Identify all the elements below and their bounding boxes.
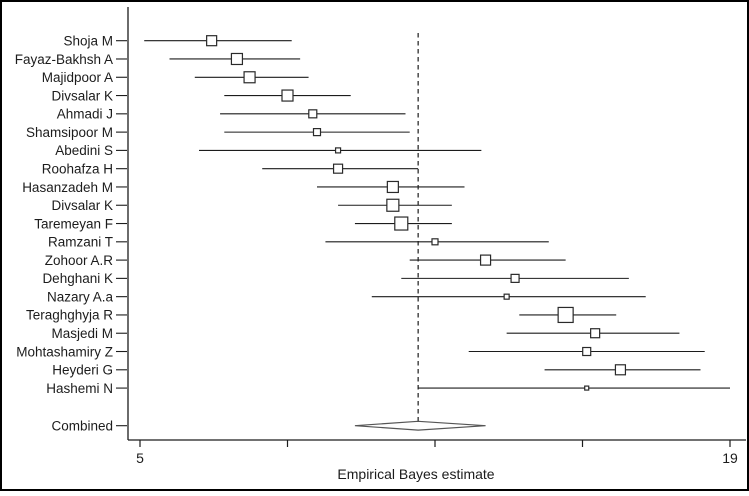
estimate-box	[334, 147, 342, 154]
estimate-box	[308, 109, 318, 119]
study-label: Fayaz-Bakhsh A	[15, 52, 113, 67]
estimate-box	[582, 346, 592, 357]
study-label: Heyderi G	[52, 363, 113, 378]
estimate-box	[386, 198, 400, 212]
combined-diamond	[354, 420, 486, 431]
x-axis-tick-label: 5	[136, 450, 144, 466]
estimate-box	[230, 52, 244, 66]
estimate-box	[431, 238, 439, 246]
study-label: Taremeyan F	[34, 216, 113, 231]
estimate-box	[312, 128, 322, 137]
estimate-box	[332, 163, 344, 174]
estimate-box	[503, 293, 510, 300]
study-label: Hasanzadeh M	[22, 180, 113, 195]
estimate-box	[590, 328, 601, 339]
study-label: Shamsipoor M	[26, 125, 113, 140]
study-label: Roohafza H	[42, 161, 113, 176]
estimate-box	[557, 306, 574, 324]
study-label: Mohtashamiry Z	[16, 344, 113, 359]
study-label: Hashemi N	[46, 381, 113, 396]
estimate-box	[394, 216, 409, 231]
study-label: Ahmadi J	[57, 107, 113, 122]
estimate-box	[243, 71, 256, 84]
x-axis-tick-label: 19	[722, 450, 738, 466]
x-axis-title: Empirical Bayes estimate	[337, 466, 494, 482]
combined-label: Combined	[51, 419, 113, 434]
study-label: Divsalar K	[51, 88, 113, 103]
study-label: Zohoor A.R	[45, 253, 114, 268]
estimate-box	[206, 35, 218, 47]
study-label: Dehghani K	[42, 271, 113, 286]
study-label: Shoja M	[63, 34, 113, 49]
estimate-box	[614, 364, 627, 376]
study-label: Masjedi M	[51, 326, 113, 341]
estimate-box	[584, 385, 590, 391]
estimate-box	[281, 89, 294, 102]
study-label: Ramzani T	[48, 235, 113, 250]
study-label: Majidpoor A	[42, 70, 113, 85]
estimate-box	[386, 180, 399, 194]
study-label: Divsalar K	[51, 198, 113, 213]
study-label: Nazary A.a	[47, 289, 114, 304]
study-label: Abedini S	[55, 143, 113, 158]
study-label: Teraghghyja R	[26, 308, 113, 323]
estimate-box	[479, 254, 492, 266]
estimate-box	[510, 273, 520, 283]
